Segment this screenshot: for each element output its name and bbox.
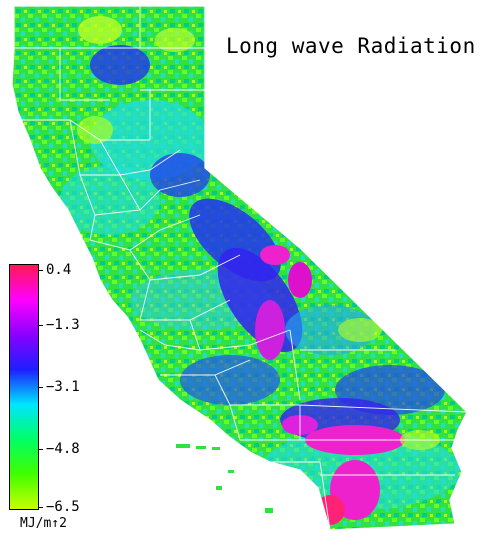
county-boundaries [14,6,468,531]
legend-color-bar [9,264,39,510]
legend-tick [38,270,43,271]
map-title: Long wave Radiation [226,34,476,58]
legend-tick-label: −3.1 [46,379,80,395]
legend-tick-label: −6.5 [46,499,80,515]
legend-unit: MJ/m↑2 [20,516,67,531]
legend-tick-label: −1.3 [46,317,80,333]
legend-tick-label: −4.8 [46,441,80,457]
legend-tick-label: 0.4 [46,262,72,278]
channel-islands [176,444,273,513]
legend-tick [38,449,43,450]
legend-tick [38,325,43,326]
legend-tick [38,507,43,508]
legend-tick [38,387,43,388]
